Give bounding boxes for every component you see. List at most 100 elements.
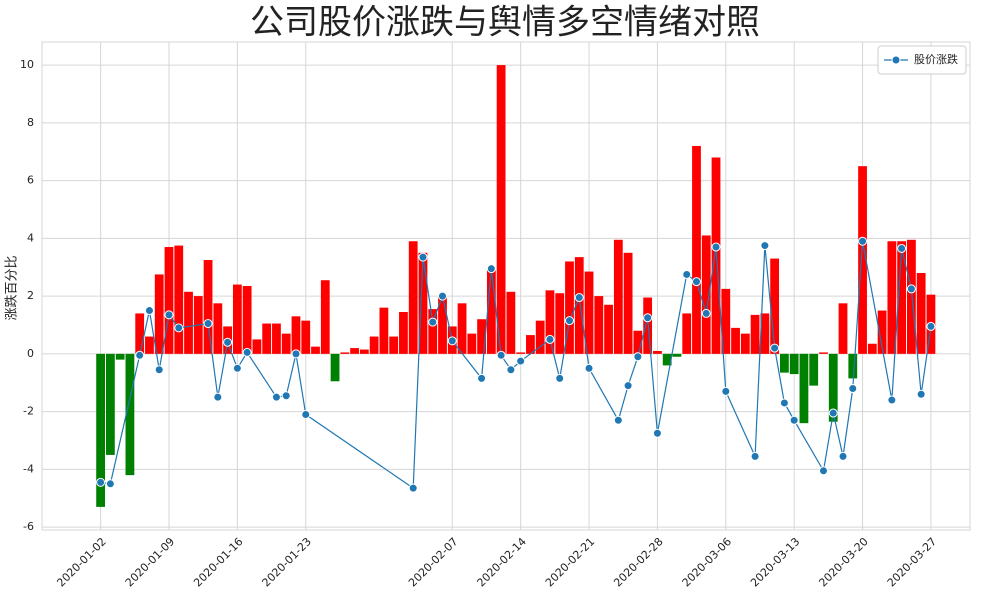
bar [623, 252, 633, 354]
line-marker [818, 466, 828, 476]
line-marker [564, 316, 574, 326]
bar [96, 353, 106, 507]
line-marker [447, 336, 457, 346]
line-marker [203, 319, 213, 329]
bar [887, 241, 897, 354]
line-marker [291, 349, 301, 359]
bar [526, 335, 535, 354]
bar [916, 273, 926, 354]
bar [584, 271, 594, 354]
line-marker [721, 386, 731, 396]
line-marker [213, 392, 223, 402]
line-marker [477, 373, 487, 383]
x-tick-label: 2020-01-02 [54, 535, 108, 589]
line-marker [105, 479, 115, 489]
y-tick-label: -4 [23, 462, 34, 475]
bar [242, 286, 252, 354]
bar [135, 313, 145, 354]
chart-title: 公司股价涨跌与舆情多空情绪对照 [250, 3, 760, 43]
bar [828, 353, 838, 422]
line-marker [486, 264, 496, 274]
line-marker [584, 363, 594, 373]
line-marker [633, 352, 643, 362]
bar [213, 303, 223, 354]
line-marker [623, 381, 633, 391]
bar [653, 350, 662, 354]
y-axis-label: 涨跌百分比 [4, 255, 20, 320]
line-marker [164, 310, 174, 320]
bar [428, 309, 438, 354]
bar [799, 353, 809, 424]
bar [203, 260, 213, 354]
line-marker [897, 243, 907, 253]
x-tick-label: 2020-03-27 [885, 535, 939, 589]
bar [340, 352, 350, 354]
line-marker [682, 269, 692, 279]
x-tick-label: 2020-02-07 [406, 535, 460, 589]
x-tick-label: 2020-01-09 [123, 535, 177, 589]
bar [301, 320, 311, 354]
bar [164, 247, 174, 354]
bar [145, 336, 154, 354]
y-tick-label: 4 [27, 231, 34, 244]
bar [272, 323, 281, 354]
line-marker [301, 409, 311, 419]
line-marker [906, 284, 916, 294]
bar [848, 353, 858, 379]
bar [125, 353, 135, 476]
bar [760, 313, 770, 354]
bar [809, 353, 819, 386]
line-marker [779, 398, 789, 408]
y-tick-label: -2 [23, 405, 34, 418]
line-marker [828, 408, 838, 418]
bar [721, 288, 731, 354]
bar [359, 349, 369, 354]
bar [115, 353, 125, 360]
bar [389, 336, 399, 354]
bar [906, 239, 916, 354]
bar [174, 245, 184, 354]
bar [682, 313, 692, 354]
x-tick-label: 2020-01-23 [260, 535, 314, 589]
bar [467, 333, 477, 354]
bar [369, 336, 379, 354]
x-tick-label: 2020-01-16 [191, 535, 245, 589]
line-marker [574, 293, 584, 303]
bar [789, 353, 799, 375]
bar [565, 261, 574, 354]
bar [408, 241, 418, 354]
line-marker [96, 477, 106, 487]
line-marker [408, 483, 418, 493]
bar [545, 290, 555, 354]
bar [780, 353, 789, 373]
bar [496, 65, 506, 354]
bar [701, 235, 711, 354]
bar [643, 297, 653, 354]
line-marker [223, 337, 233, 347]
bar [535, 320, 545, 354]
bar [662, 353, 672, 366]
line-marker [154, 365, 164, 375]
bar [516, 352, 526, 354]
line-marker [858, 236, 868, 246]
line-marker [516, 356, 526, 366]
bar [262, 323, 272, 354]
line-marker [271, 392, 281, 402]
bar [399, 311, 408, 354]
bar [438, 296, 447, 354]
bar [506, 291, 516, 354]
line-marker [691, 277, 701, 287]
bar [291, 316, 301, 354]
line-marker [711, 242, 721, 252]
bar [457, 303, 467, 354]
line-marker [789, 415, 799, 425]
line-marker [144, 306, 154, 316]
bar [486, 270, 496, 354]
bar [819, 352, 828, 354]
bar [477, 319, 486, 354]
bar [858, 166, 867, 354]
bar [281, 333, 291, 354]
bar [330, 353, 340, 382]
line-marker [838, 451, 848, 461]
